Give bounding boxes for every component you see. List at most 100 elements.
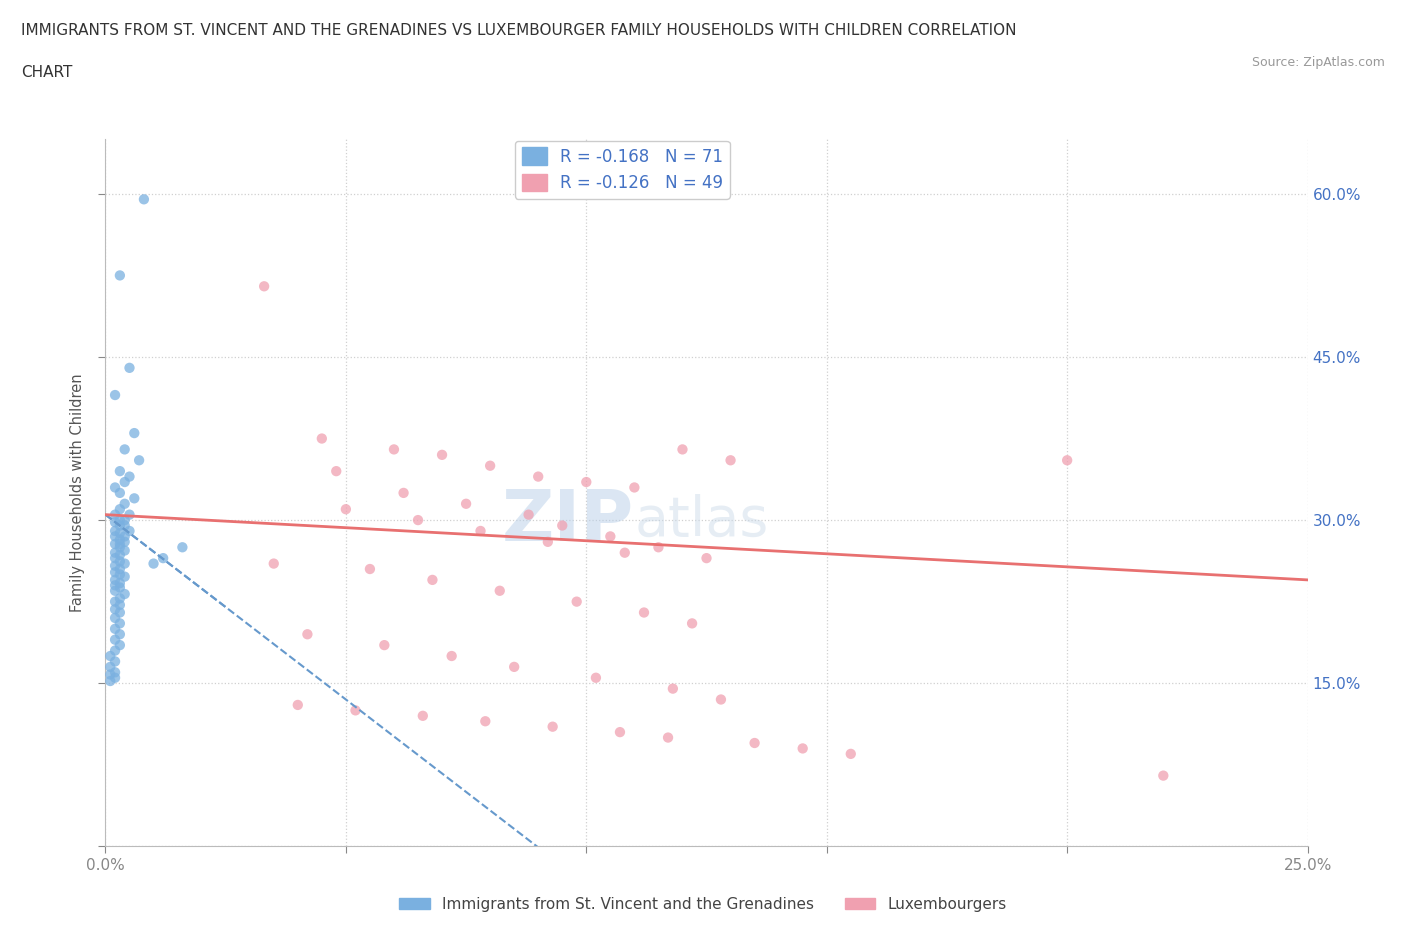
Point — [720, 453, 742, 468]
Point — [1152, 768, 1174, 783]
Point — [104, 594, 127, 609]
Point — [108, 548, 131, 563]
Point — [392, 485, 415, 500]
Text: atlas: atlas — [634, 494, 769, 548]
Point — [599, 529, 621, 544]
Point — [585, 671, 607, 685]
Point — [124, 426, 146, 441]
Text: ZIP: ZIP — [502, 486, 634, 555]
Point — [142, 556, 165, 571]
Point — [541, 719, 564, 734]
Point — [104, 545, 127, 560]
Point — [108, 539, 131, 554]
Point — [114, 556, 136, 571]
Point — [104, 654, 127, 669]
Point — [108, 532, 131, 547]
Point — [118, 361, 141, 376]
Point — [104, 671, 127, 685]
Point — [839, 747, 862, 762]
Point — [565, 594, 588, 609]
Point — [108, 638, 131, 653]
Point — [118, 469, 141, 484]
Point — [792, 741, 814, 756]
Point — [488, 583, 510, 598]
Point — [104, 573, 127, 588]
Point — [440, 648, 463, 663]
Point — [104, 578, 127, 592]
Point — [104, 524, 127, 538]
Point — [108, 268, 131, 283]
Point — [104, 529, 127, 544]
Point — [114, 535, 136, 550]
Point — [132, 192, 155, 206]
Point — [474, 714, 496, 729]
Point — [373, 638, 395, 653]
Point — [623, 480, 645, 495]
Point — [108, 576, 131, 591]
Point — [104, 621, 127, 636]
Point — [662, 681, 685, 696]
Point — [104, 632, 127, 647]
Point — [1056, 453, 1078, 468]
Point — [470, 524, 492, 538]
Point — [422, 573, 444, 588]
Text: Source: ZipAtlas.com: Source: ZipAtlas.com — [1251, 56, 1385, 69]
Point — [263, 556, 285, 571]
Legend: R = -0.168   N = 71, R = -0.126   N = 49: R = -0.168 N = 71, R = -0.126 N = 49 — [515, 140, 730, 199]
Point — [108, 567, 131, 582]
Point — [108, 597, 131, 612]
Point — [575, 474, 598, 489]
Point — [104, 665, 127, 680]
Point — [311, 432, 333, 446]
Point — [671, 442, 693, 457]
Legend: Immigrants from St. Vincent and the Grenadines, Luxembourgers: Immigrants from St. Vincent and the Gren… — [394, 891, 1012, 918]
Point — [297, 627, 319, 642]
Point — [108, 485, 131, 500]
Point — [98, 648, 121, 663]
Point — [98, 667, 121, 682]
Point — [657, 730, 679, 745]
Point — [681, 616, 703, 631]
Point — [104, 551, 127, 565]
Point — [104, 602, 127, 617]
Point — [108, 518, 131, 533]
Text: CHART: CHART — [21, 65, 73, 80]
Point — [104, 565, 127, 579]
Point — [710, 692, 733, 707]
Point — [104, 610, 127, 625]
Point — [114, 587, 136, 602]
Point — [104, 537, 127, 551]
Point — [172, 539, 194, 554]
Point — [108, 627, 131, 642]
Point — [696, 551, 718, 565]
Point — [527, 469, 550, 484]
Point — [118, 524, 141, 538]
Point — [253, 279, 276, 294]
Point — [108, 525, 131, 540]
Point — [104, 583, 127, 598]
Point — [613, 545, 636, 560]
Point — [335, 502, 357, 517]
Point — [108, 616, 131, 631]
Point — [128, 453, 150, 468]
Point — [108, 591, 131, 605]
Point — [633, 605, 655, 620]
Point — [114, 512, 136, 527]
Point — [152, 551, 174, 565]
Point — [647, 539, 669, 554]
Point — [609, 724, 631, 739]
Point — [114, 497, 136, 512]
Point — [517, 507, 540, 522]
Point — [344, 703, 367, 718]
Point — [382, 442, 405, 457]
Point — [108, 502, 131, 517]
Point — [114, 474, 136, 489]
Point — [412, 709, 434, 724]
Point — [104, 515, 127, 530]
Point — [325, 464, 347, 479]
Point — [114, 543, 136, 558]
Point — [118, 507, 141, 522]
Point — [108, 512, 131, 527]
Point — [744, 736, 766, 751]
Point — [104, 507, 127, 522]
